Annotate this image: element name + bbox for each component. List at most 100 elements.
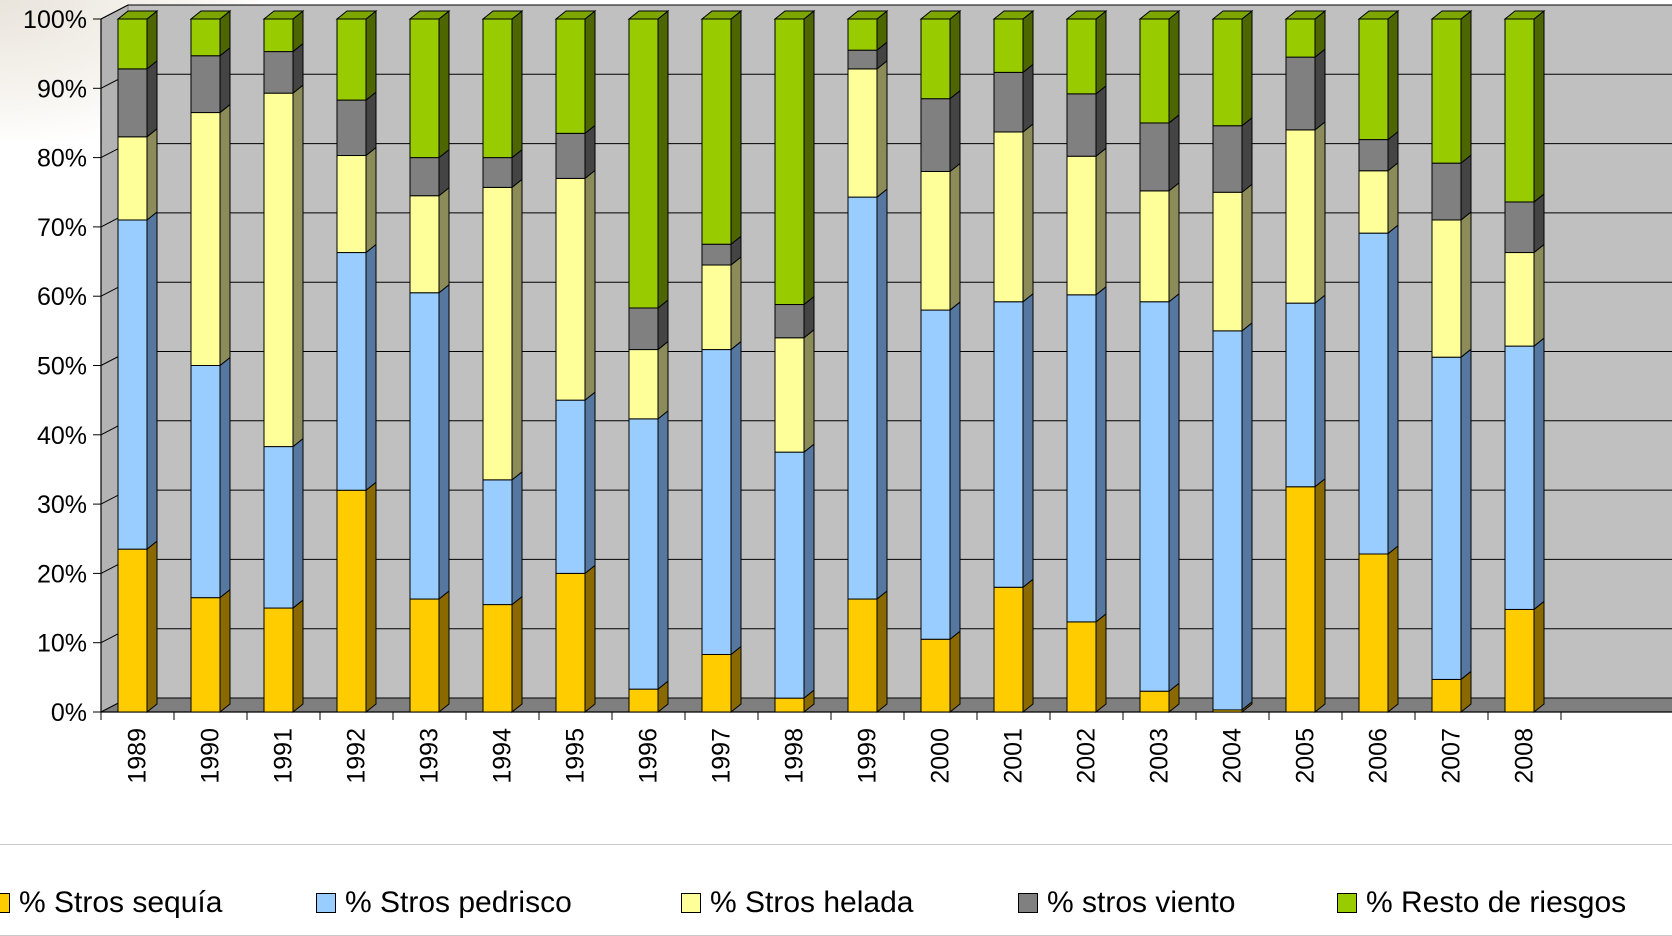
y-tick-label: 80%: [37, 145, 87, 173]
x-tick-label: 2004: [1219, 728, 1247, 784]
bar-top: [773, 10, 816, 20]
bar-segment: [1358, 130, 1399, 172]
bar-segment: [1504, 243, 1545, 348]
x-tick-label: 2006: [1365, 728, 1393, 784]
bar-segment: [263, 599, 304, 714]
bar-segment: [847, 59, 888, 199]
bar-top: [627, 10, 670, 20]
bar-segment: [482, 595, 523, 714]
bar-segment: [409, 148, 450, 197]
bar-segment: [774, 9, 815, 306]
bar-segment: [555, 9, 596, 135]
bar-segment: [336, 481, 377, 714]
bar-segment: [1285, 48, 1326, 131]
bar-top: [1503, 10, 1546, 20]
bar-segment: [1358, 224, 1399, 556]
bar-segment: [920, 9, 961, 100]
x-tick-label: 1992: [343, 728, 371, 784]
bar-segment: [628, 409, 669, 691]
bar-segment: [409, 9, 450, 159]
bar-segment: [1285, 477, 1326, 714]
y-tick-label: 70%: [37, 214, 87, 242]
legend-swatch-helada: [681, 893, 701, 913]
bar-segment: [555, 169, 596, 402]
bar-segment: [847, 188, 888, 601]
bar-segment: [1212, 321, 1253, 711]
bar-segment: [263, 84, 304, 448]
bar-segment: [1431, 210, 1472, 359]
bar-segment: [920, 162, 961, 312]
legend: [0, 844, 1672, 936]
legend-label-resto: % Resto de riesgos: [1366, 886, 1627, 919]
bar-segment: [1066, 612, 1107, 714]
bar-segment: [190, 356, 231, 599]
y-tick-label: 30%: [37, 491, 87, 519]
bar-segment: [774, 328, 815, 454]
legend-swatch-viento: [1018, 893, 1038, 913]
bar-segment: [555, 124, 596, 180]
bar-segment: [1285, 294, 1326, 488]
x-tick-label: 1995: [562, 728, 590, 784]
bar-segment: [1139, 682, 1180, 714]
bar-segment: [1139, 9, 1180, 124]
bar-top: [408, 10, 451, 20]
bar-segment: [555, 391, 596, 575]
bar-segment: [117, 210, 158, 551]
bar-segment: [1212, 183, 1253, 332]
x-tick-label: 1989: [124, 728, 152, 784]
bar-segment: [628, 9, 669, 310]
bar-segment: [117, 59, 158, 138]
bar-segment: [1431, 154, 1472, 222]
bar-top: [1430, 10, 1473, 20]
bar-segment: [701, 645, 742, 714]
bar-segment: [993, 9, 1034, 74]
bar-top: [1065, 10, 1108, 20]
bar-segment: [117, 127, 158, 222]
legend-swatch-sequia: [0, 893, 10, 913]
bar-segment: [1431, 348, 1472, 681]
bar-segment: [1212, 116, 1253, 194]
legend-item-sequia: % Stros sequía: [0, 884, 222, 922]
bar-segment: [409, 590, 450, 714]
bar-segment: [409, 186, 450, 294]
y-tick-label: 90%: [37, 75, 87, 103]
bar-segment: [1212, 9, 1253, 127]
bar-segment: [993, 292, 1034, 589]
bar-top: [116, 10, 159, 20]
bar-segment: [701, 255, 742, 351]
bar-segment: [1139, 181, 1180, 303]
x-tick-label: 1993: [416, 728, 444, 784]
bar-segment: [847, 590, 888, 714]
y-tick-label: 0%: [51, 699, 87, 727]
legend-label-helada: % Stros helada: [710, 886, 914, 919]
bar-segment: [1139, 113, 1180, 192]
bar-segment: [920, 301, 961, 641]
bar-segment: [1285, 120, 1326, 305]
bar-segment: [482, 148, 523, 189]
x-tick-label: 2007: [1438, 728, 1466, 784]
bar-segment: [190, 588, 231, 714]
bar-top: [992, 10, 1035, 20]
bar-segment: [409, 283, 450, 601]
x-tick-label: 2001: [1000, 728, 1028, 784]
bar-segment: [336, 9, 377, 102]
bar-segment: [1066, 147, 1107, 296]
legend-item-pedrisco: % Stros pedrisco: [316, 884, 572, 922]
legend-item-viento: % stros viento: [1018, 884, 1235, 922]
x-tick-label: 1999: [854, 728, 882, 784]
x-tick-label: 2002: [1073, 728, 1101, 784]
bar-segment: [263, 437, 304, 610]
gridline: [100, 4, 1672, 20]
bar-segment: [336, 146, 377, 254]
bar-segment: [117, 540, 158, 714]
y-tick-label: 20%: [37, 560, 87, 588]
y-tick-label: 100%: [23, 6, 87, 34]
bar-segment: [1358, 544, 1399, 714]
bar-top: [335, 10, 378, 20]
x-tick-label: 2000: [927, 728, 955, 784]
bar-segment: [1358, 161, 1399, 235]
bar-top: [1284, 10, 1327, 20]
x-tick-label: 1998: [781, 728, 809, 784]
bar-segment: [263, 9, 304, 53]
